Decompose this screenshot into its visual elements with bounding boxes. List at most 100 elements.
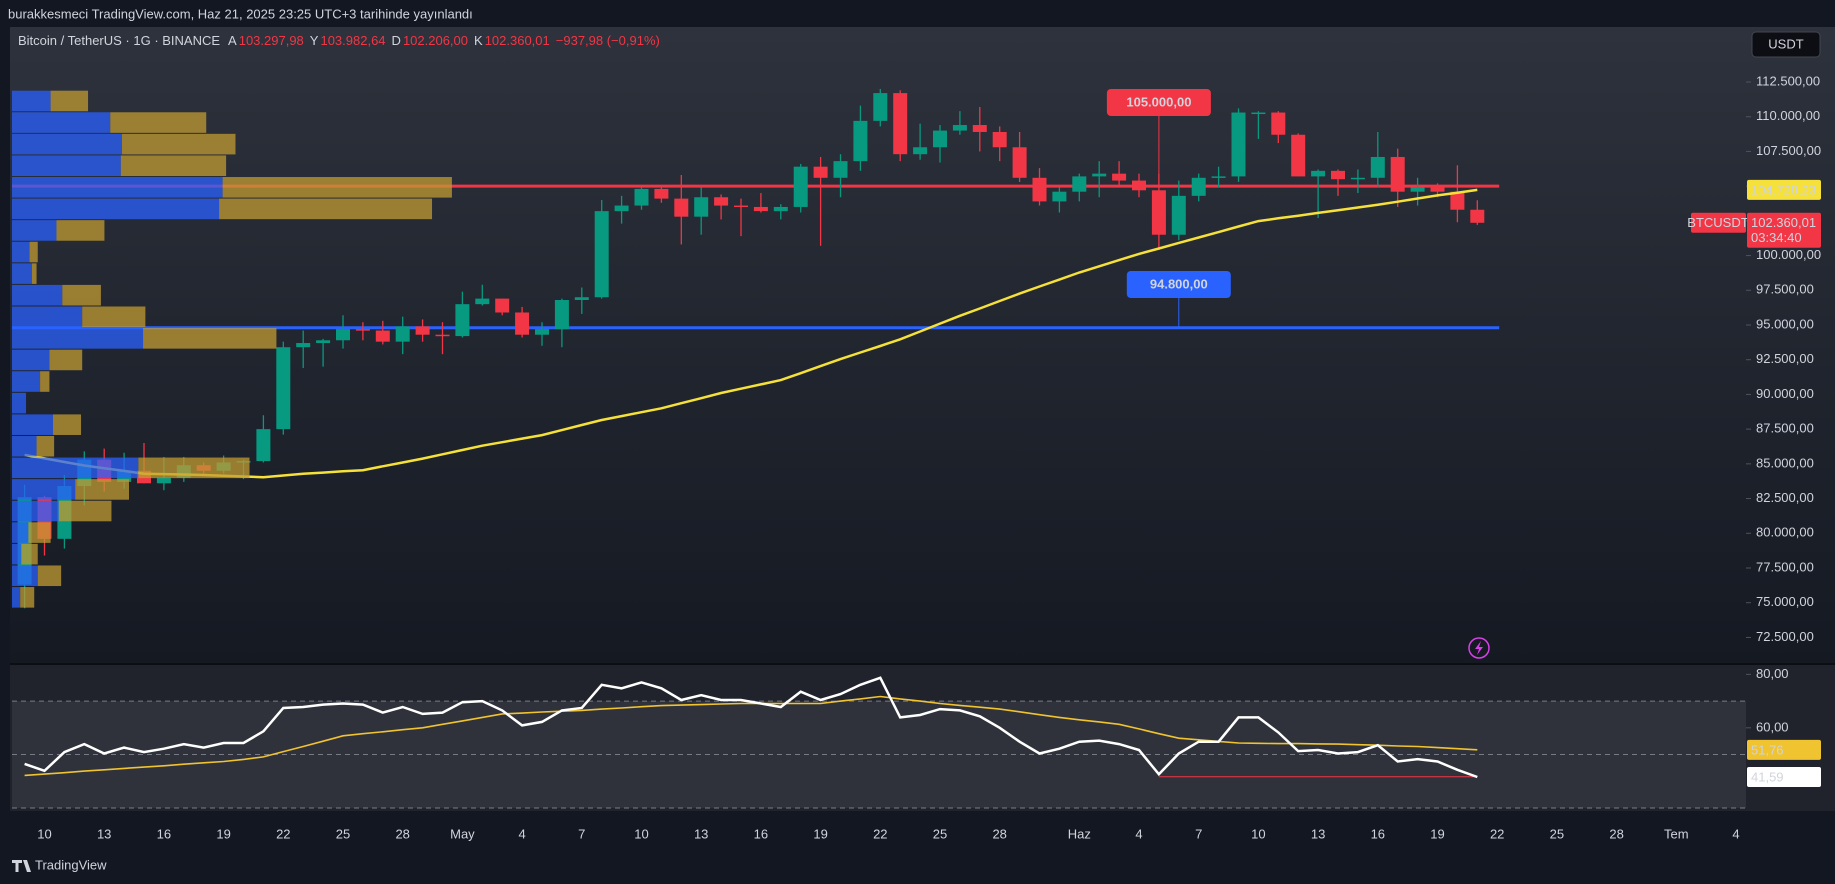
alert-icon-bolt [1475, 641, 1483, 655]
candle-body [355, 329, 370, 331]
currency[interactable]: USDT [1768, 36, 1803, 51]
x-tick-label: 22 [873, 826, 887, 841]
profile-up [12, 241, 30, 263]
candle-body [554, 299, 569, 330]
candle-body [276, 347, 291, 430]
x-tick-label: Tem [1664, 826, 1689, 841]
x-tick-label: 7 [578, 826, 585, 841]
profile-up [12, 263, 32, 284]
profile-down [120, 155, 227, 177]
legend-key: K [474, 33, 483, 48]
alert-icon[interactable] [1468, 637, 1490, 659]
currency-button[interactable] [1751, 31, 1821, 58]
profile-down [21, 543, 38, 565]
x-tick-label: 13 [1311, 826, 1325, 841]
candle-body [614, 205, 629, 212]
candle-body [1032, 177, 1047, 202]
x-tick-label: 4 [518, 826, 525, 841]
profile-up [12, 414, 53, 435]
legend-key: A [228, 33, 237, 48]
profile-up [12, 220, 57, 241]
profile-down [29, 241, 38, 263]
profile-down [20, 587, 35, 608]
profile-up [12, 587, 21, 608]
candle-body [1112, 173, 1127, 181]
x-tick-label: 28 [395, 826, 409, 841]
candle-body [475, 298, 490, 305]
candle-body [515, 312, 530, 335]
profile-up [12, 565, 38, 587]
candle-body [813, 166, 828, 178]
candle-body [535, 329, 549, 335]
y-tick-label: 95.000,00 [1756, 316, 1814, 331]
candle-body [992, 131, 1007, 148]
x-tick-label: 4 [1135, 826, 1142, 841]
profile-up [12, 500, 59, 522]
y-tick-label: 110.000,00 [1756, 108, 1820, 123]
profile-down [222, 177, 452, 198]
legend-key: D [392, 33, 401, 48]
profile-down [40, 371, 50, 392]
legend-value: 102.360,01 [485, 33, 550, 48]
profile-up [12, 392, 27, 414]
candle-body [574, 297, 589, 300]
candle-body [1132, 180, 1146, 191]
candle-body [435, 334, 450, 337]
candle-body [1370, 156, 1385, 178]
x-tick-label: 25 [1550, 826, 1564, 841]
profile-up [12, 284, 63, 306]
axis-badge [1747, 739, 1821, 760]
candle-body [873, 93, 888, 121]
candle-body [1072, 176, 1087, 192]
symbol: Bitcoin / TetherUS · 1G · BINANCE [18, 33, 220, 48]
axis-badge-label: 41,59 [1751, 769, 1784, 784]
rsi-pane [10, 665, 1835, 811]
price-note [1106, 89, 1211, 116]
y-tick-label: 90.000,00 [1756, 386, 1814, 401]
profile-down [138, 457, 250, 479]
x-tick-label: 19 [216, 826, 230, 841]
candle-body [714, 197, 729, 206]
y-tick-label: 107.500,00 [1756, 143, 1821, 158]
profile-down [110, 112, 207, 133]
profile-up [12, 479, 76, 500]
candle-body [1052, 191, 1067, 202]
profile-down [36, 435, 55, 457]
y-tick-label: 77.500,00 [1756, 559, 1814, 574]
volume-profile [12, 90, 452, 608]
candle-body [972, 125, 987, 132]
candle-body [833, 161, 848, 178]
candle-body [1430, 187, 1445, 192]
ticker-label: BTCUSDT [1687, 215, 1748, 230]
candle-body [1211, 176, 1226, 178]
profile-up [12, 112, 111, 133]
candle-body [395, 326, 410, 342]
profile-down [58, 500, 112, 522]
x-tick-label: 22 [1490, 826, 1504, 841]
profile-down [62, 284, 101, 306]
y-tick-label: 92.500,00 [1756, 351, 1814, 366]
profile-down [56, 220, 105, 241]
profile-down [75, 479, 129, 500]
candle-body [1350, 177, 1365, 180]
y-tick-label: 87.500,00 [1756, 421, 1814, 436]
footer: TradingView [35, 857, 107, 872]
candle-body [1012, 147, 1027, 178]
legend-key: Y [310, 33, 319, 48]
candle-body [495, 298, 510, 313]
rsi-line [24, 695, 1478, 777]
y-tick-label: 112.500,00 [1756, 73, 1820, 88]
candle-body [1231, 112, 1246, 177]
profile-down [49, 349, 83, 371]
profile-down [143, 328, 277, 349]
x-tick-label: 16 [157, 826, 171, 841]
y-tick-label: 80.000,00 [1756, 525, 1814, 540]
price-note-label: 94.800,00 [1150, 276, 1208, 291]
candle-body [336, 329, 350, 341]
candle-body [734, 205, 748, 208]
candle-body [793, 166, 808, 207]
candle-body [893, 93, 908, 155]
x-tick-label: 28 [992, 826, 1006, 841]
